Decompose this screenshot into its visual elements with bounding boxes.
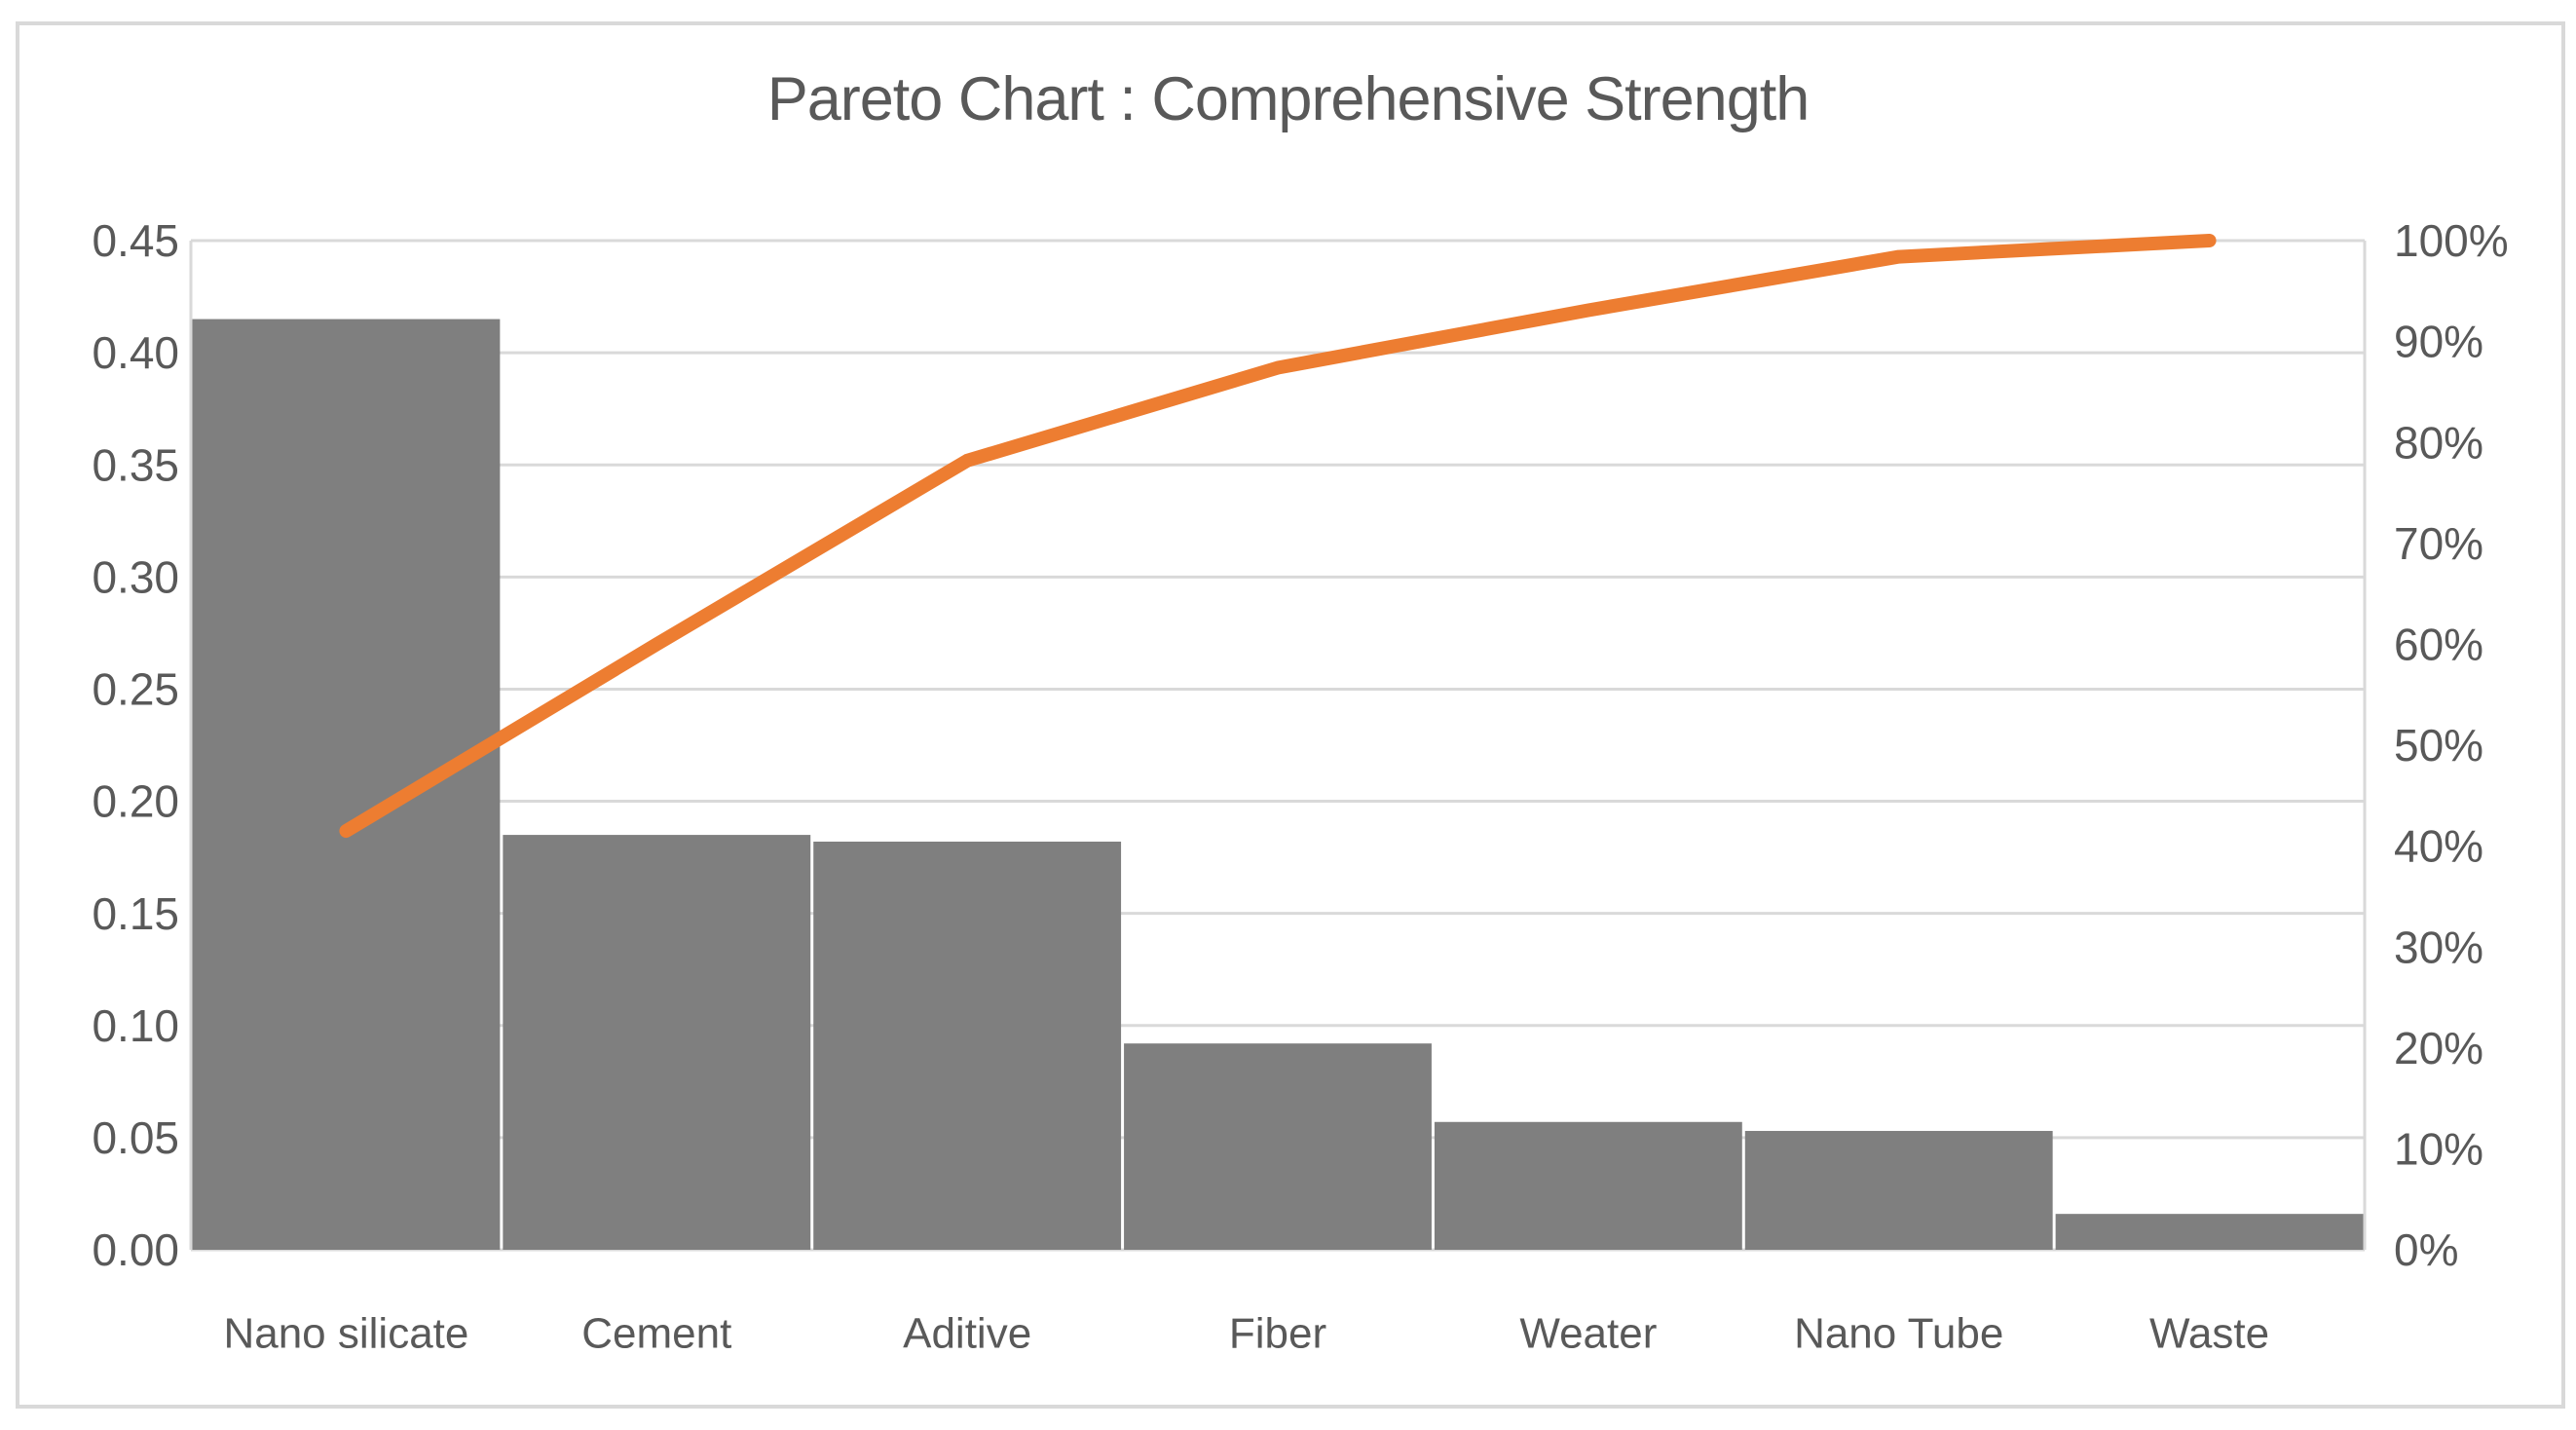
bar-waste: [2055, 1214, 2364, 1250]
left-axis-tick-label: 0.10: [92, 1000, 179, 1051]
bar-nano-tube: [1744, 1130, 2053, 1250]
left-axis-tick-label: 0.15: [92, 888, 179, 939]
category-label: Nano Tube: [1794, 1309, 2003, 1357]
category-label: Weater: [1519, 1309, 1657, 1357]
right-axis-tick-label: 70%: [2394, 518, 2483, 569]
left-axis-tick-labels: 0.00 0.05 0.10 0.15 0.20 0.25 0.30 0.35 0.40 0.45: [92, 215, 179, 1275]
right-axis-tick-label: 50%: [2394, 720, 2483, 771]
right-axis-tick-label: 0%: [2394, 1224, 2458, 1275]
right-axis-tick-label: 40%: [2394, 821, 2483, 872]
right-axis-tick-label: 20%: [2394, 1023, 2483, 1073]
right-axis-tick-label: 30%: [2394, 922, 2483, 972]
right-axis-tick-label: 90%: [2394, 317, 2483, 367]
left-axis-tick-label: 0.40: [92, 327, 179, 378]
bar-weater: [1434, 1121, 1742, 1250]
left-axis-tick-label: 0.35: [92, 439, 179, 490]
category-label: Aditive: [903, 1309, 1031, 1357]
left-axis-tick-label: 0.45: [92, 215, 179, 266]
gridlines: [191, 239, 2365, 1252]
category-label: Waste: [2149, 1309, 2269, 1357]
cumulative-percent-line: [339, 234, 2217, 839]
right-axis-tick-label: 10%: [2394, 1124, 2483, 1175]
bar-nano-silicate: [192, 319, 501, 1251]
left-axis-tick-label: 0.30: [92, 551, 179, 602]
right-axis-tick-label: 100%: [2394, 215, 2509, 266]
category-label: Cement: [581, 1309, 731, 1357]
category-axis-labels: Nano silicate Cement Aditive Fiber Weater Nan…: [223, 1309, 2269, 1357]
left-axis-tick-label: 0.00: [92, 1224, 179, 1275]
right-axis-tick-labels: 0% 10% 20% 30% 40% 50% 60% 70% 80% 90% 100%: [2394, 215, 2509, 1275]
bar-aditive: [813, 841, 1122, 1250]
chart-title: Pareto Chart : Comprehensive Strength: [766, 65, 1811, 133]
category-label: Fiber: [1229, 1309, 1326, 1357]
left-axis-tick-label: 0.05: [92, 1112, 179, 1163]
right-axis-tick-label: 60%: [2394, 620, 2483, 670]
left-axis-tick-label: 0.25: [92, 664, 179, 715]
axis-lines: [189, 241, 2367, 1250]
bar-cement: [503, 835, 811, 1250]
right-axis-tick-label: 80%: [2394, 417, 2483, 468]
left-axis-tick-label: 0.20: [92, 776, 179, 827]
category-label: Nano silicate: [223, 1309, 468, 1357]
cumulative-line-series: [339, 234, 2217, 839]
bar-fiber: [1124, 1043, 1432, 1250]
bar-series: [192, 319, 2364, 1251]
